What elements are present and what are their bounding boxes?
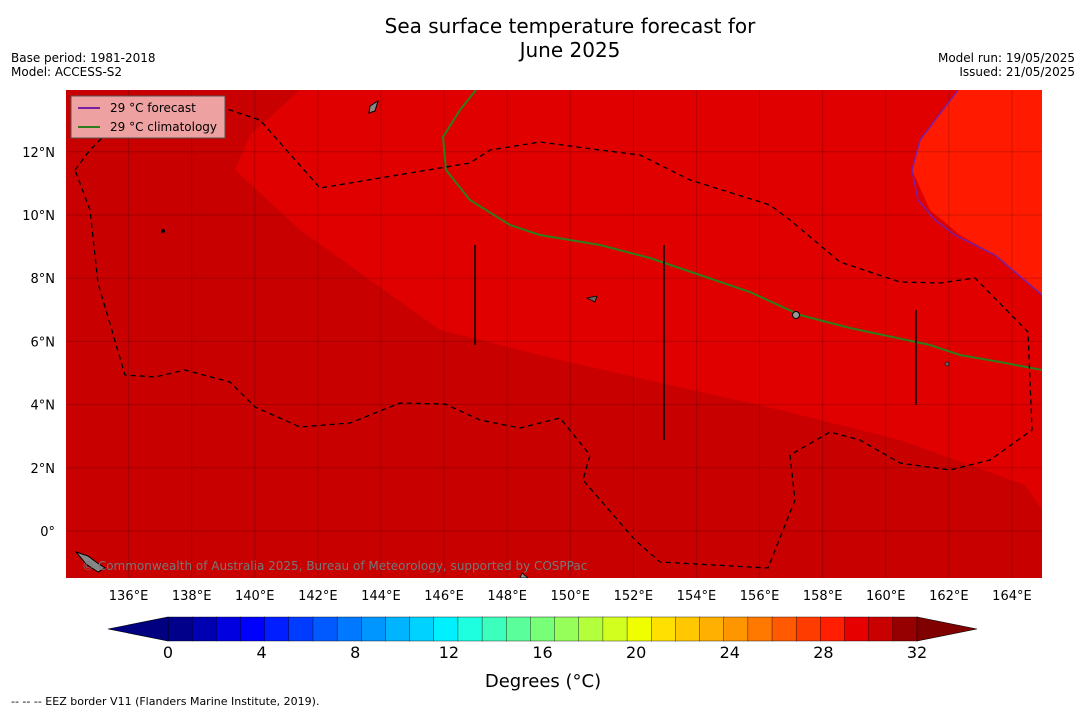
lat-tick-label: 2°N [31,462,56,477]
colorbar-swatch [336,616,362,642]
colorbar-swatch [651,616,677,642]
colorbar-swatch [481,616,507,642]
colorbar-tick-label: 20 [626,643,646,662]
legend-forecast-label: 29 °C forecast [110,101,196,115]
meta-right: Model run: 19/05/2025 Issued: 21/05/2025 [938,51,1075,79]
colorbar: 0 4 8 12 16 20 24 28 32 [107,616,978,662]
lon-tick-label: 148°E [487,589,527,604]
colorbar-tick-label: 8 [350,643,360,662]
colorbar-swatch [723,616,749,642]
legend: 29 °C forecast 29 °C climatology [70,95,226,139]
colorbar-swatch [747,616,773,642]
lon-tick-label: 152°E [614,589,654,604]
colorbar-swatch [409,616,435,642]
lat-tick-label: 4°N [31,399,56,414]
lat-tick-label: 6°N [31,335,56,350]
colorbar-over-arrow [916,616,978,642]
colorbar-tick-label: 28 [813,643,833,662]
map-title: Sea surface temperature forecast for Jun… [0,14,1085,62]
colorbar-swatch [216,616,242,642]
lon-tick-label: 142°E [298,589,338,604]
colorbar-tick-label: 0 [163,643,173,662]
lon-tick-label: 156°E [740,589,780,604]
title-line-2: June 2025 [519,38,621,62]
eez-footer-note: -- -- -- EEZ border V11 (Flanders Marine… [11,695,320,708]
forecast-29c-contour [911,90,1042,296]
colorbar-swatch [844,616,870,642]
colorbar-swatch [699,616,725,642]
title-line-1: Sea surface temperature forecast for [384,14,756,38]
colorbar-under-arrow [107,616,169,642]
map-area: © Commonwealth of Australia 2025, Bureau… [66,90,1042,578]
colorbar-label: Degrees (°C) [485,671,601,692]
lon-tick-label: 144°E [361,589,401,604]
colorbar-swatch [530,616,556,642]
lat-tick-label: 8°N [31,272,56,287]
climatology-29c-contour [441,90,1042,371]
colorbar-swatch [771,616,797,642]
grid-lines [66,90,1042,578]
lon-tick-label: 146°E [424,589,464,604]
colorbar-swatch [167,616,193,642]
sst-band-28-29 [912,90,1042,295]
colorbar-swatch [433,616,459,642]
colorbar-swatch [626,616,652,642]
lon-tick-label: 164°E [992,589,1032,604]
lon-tick-label: 158°E [803,589,843,604]
colorbar-swatch [795,616,822,642]
lon-tick-label: 136°E [109,589,149,604]
model-name: Model: ACCESS-S2 [11,65,123,79]
colorbar-swatch [361,616,387,642]
lat-tick-label: 12°N [22,146,55,161]
colorbar-swatch [675,616,701,642]
colorbar-tick-label: 4 [257,643,267,662]
lat-tick-label: 0° [40,525,55,540]
lon-tick-label: 138°E [172,589,212,604]
issued-date: Issued: 21/05/2025 [959,65,1075,79]
colorbar-swatch [240,616,266,642]
colorbar-tick-label: 32 [907,643,927,662]
colorbar-swatch [288,616,314,642]
colorbar-tick-label: 12 [439,643,459,662]
sst-band-29-30 [235,90,1042,510]
legend-climatology-label: 29 °C climatology [110,120,217,134]
colorbar-swatch [264,616,290,642]
colorbar-swatch [312,616,338,642]
colorbar-swatch [457,616,483,642]
model-run: Model run: 19/05/2025 [937,51,1075,65]
colorbar-swatch [892,616,918,642]
meta-left: Base period: 1981-2018 Model: ACCESS-S2 [11,51,156,79]
copyright-text: © Commonwealth of Australia 2025, Bureau… [82,559,587,573]
colorbar-tick-label: 24 [720,643,740,662]
latitude-axis: 12°N 10°N 8°N 6°N 4°N 2°N 0° [22,146,55,540]
lon-tick-label: 154°E [677,589,717,604]
colorbar-tick-label: 16 [532,643,552,662]
lon-tick-label: 140°E [235,589,275,604]
lon-tick-label: 162°E [929,589,969,604]
lon-tick-label: 160°E [866,589,906,604]
colorbar-swatch [554,616,580,642]
base-period: Base period: 1981-2018 [11,51,156,65]
longitude-axis: 136°E 138°E 140°E 142°E 144°E 146°E 148°E 150°E… [109,589,1032,604]
colorbar-swatch [506,616,532,642]
colorbar-swatch [602,616,628,642]
lon-tick-label: 150°E [550,589,590,604]
colorbar-swatch [578,616,604,642]
colorbar-swatch [385,616,411,642]
lat-tick-label: 10°N [22,209,55,224]
islands [74,99,950,578]
colorbar-swatch [191,616,218,642]
colorbar-swatch [820,616,846,642]
colorbar-swatch [868,616,894,642]
